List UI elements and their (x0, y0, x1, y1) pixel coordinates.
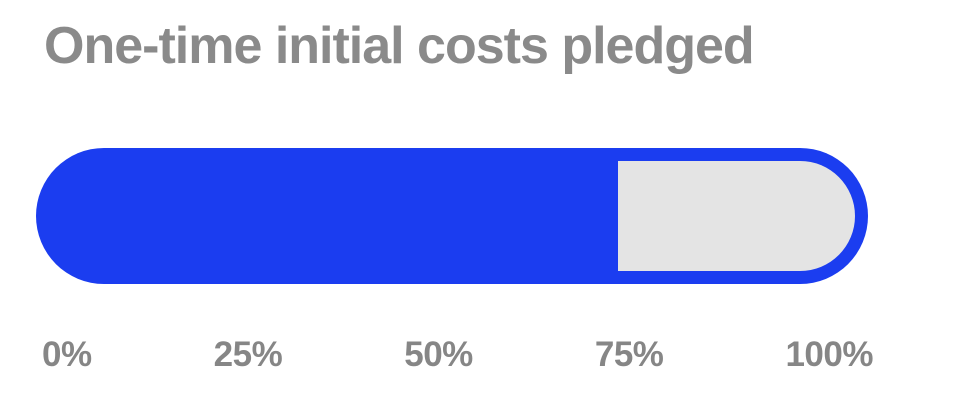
progress-bar-remaining (618, 161, 855, 271)
tick-label-75: 75% (594, 335, 664, 374)
tick-label-0: 0% (42, 335, 92, 374)
tick-label-50: 50% (404, 335, 473, 374)
progress-bar-fill (36, 148, 868, 284)
x-axis-tick-labels: 0% 25% 50% 75% 100% (42, 337, 873, 372)
chart-title: One-time initial costs pledged (44, 17, 755, 75)
tick-label-100: 100% (785, 335, 873, 374)
tick-label-25: 25% (213, 335, 283, 374)
